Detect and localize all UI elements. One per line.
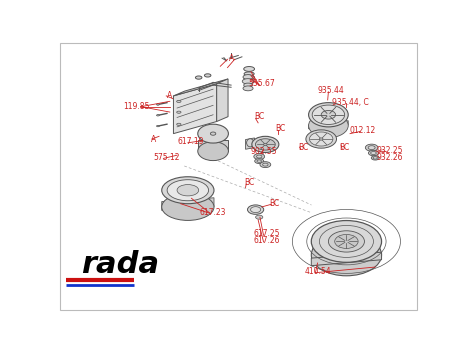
Text: 617.26: 617.26 — [253, 236, 279, 245]
Ellipse shape — [157, 125, 159, 127]
Ellipse shape — [309, 103, 348, 127]
Ellipse shape — [244, 83, 252, 87]
Ellipse shape — [244, 75, 254, 80]
Ellipse shape — [177, 111, 181, 113]
Text: 410.54: 410.54 — [305, 267, 332, 276]
Text: A: A — [228, 54, 234, 63]
Text: BC: BC — [269, 199, 279, 208]
Text: 617.23: 617.23 — [200, 208, 226, 217]
Ellipse shape — [243, 86, 253, 91]
Polygon shape — [173, 84, 217, 134]
Ellipse shape — [371, 156, 379, 160]
Text: BC: BC — [254, 112, 264, 121]
Text: 575.12: 575.12 — [153, 153, 179, 162]
Ellipse shape — [243, 75, 253, 79]
Text: A: A — [167, 91, 173, 100]
Ellipse shape — [365, 144, 378, 151]
Ellipse shape — [321, 111, 336, 119]
Text: BC: BC — [244, 178, 254, 187]
Ellipse shape — [205, 74, 211, 77]
Ellipse shape — [247, 205, 264, 214]
Ellipse shape — [198, 142, 228, 161]
Text: BC: BC — [276, 124, 286, 133]
Text: 119.85: 119.85 — [124, 102, 150, 111]
Ellipse shape — [162, 194, 214, 220]
Ellipse shape — [311, 220, 382, 262]
Text: BC: BC — [339, 143, 350, 152]
Polygon shape — [311, 252, 382, 266]
Ellipse shape — [263, 163, 268, 166]
Text: 935.44: 935.44 — [318, 86, 345, 95]
Ellipse shape — [246, 139, 254, 147]
Ellipse shape — [167, 180, 209, 201]
Polygon shape — [173, 79, 228, 96]
Polygon shape — [198, 140, 228, 151]
Text: 617.25: 617.25 — [253, 229, 279, 238]
Ellipse shape — [257, 160, 261, 162]
Ellipse shape — [251, 206, 261, 212]
Polygon shape — [246, 138, 254, 149]
Text: 935.44, C: 935.44, C — [332, 98, 368, 107]
Text: 902.55: 902.55 — [251, 147, 278, 156]
Ellipse shape — [244, 66, 254, 71]
Ellipse shape — [157, 115, 159, 116]
Ellipse shape — [245, 80, 253, 84]
Text: 617.19: 617.19 — [178, 137, 204, 146]
Ellipse shape — [309, 113, 348, 138]
Ellipse shape — [371, 152, 376, 154]
Text: A: A — [151, 134, 156, 144]
Ellipse shape — [260, 162, 271, 168]
Ellipse shape — [306, 130, 337, 148]
Text: 555.67: 555.67 — [248, 79, 275, 88]
Text: 932.25: 932.25 — [377, 146, 403, 155]
Ellipse shape — [368, 146, 375, 149]
Ellipse shape — [311, 234, 382, 276]
Ellipse shape — [242, 79, 254, 84]
Ellipse shape — [177, 184, 199, 196]
Ellipse shape — [368, 150, 379, 156]
Ellipse shape — [335, 234, 358, 248]
Text: BC: BC — [298, 143, 308, 152]
Ellipse shape — [257, 155, 262, 158]
Ellipse shape — [177, 100, 181, 103]
Text: 012.12: 012.12 — [350, 126, 376, 135]
Ellipse shape — [177, 123, 181, 125]
Ellipse shape — [264, 144, 267, 146]
Ellipse shape — [256, 215, 263, 219]
Ellipse shape — [328, 231, 365, 252]
Ellipse shape — [198, 124, 228, 143]
Polygon shape — [217, 79, 228, 121]
Ellipse shape — [162, 177, 214, 204]
Ellipse shape — [312, 105, 345, 125]
Ellipse shape — [373, 157, 378, 159]
Ellipse shape — [157, 104, 159, 105]
Ellipse shape — [195, 76, 202, 79]
Polygon shape — [162, 198, 214, 210]
Ellipse shape — [254, 154, 265, 160]
Ellipse shape — [244, 72, 254, 76]
Ellipse shape — [310, 132, 333, 146]
Ellipse shape — [252, 136, 279, 153]
Polygon shape — [309, 121, 348, 129]
Ellipse shape — [210, 132, 216, 135]
Ellipse shape — [255, 139, 275, 150]
Text: 932.26: 932.26 — [377, 153, 403, 162]
Ellipse shape — [255, 159, 264, 163]
Ellipse shape — [319, 138, 323, 140]
Text: rada: rada — [81, 250, 159, 279]
